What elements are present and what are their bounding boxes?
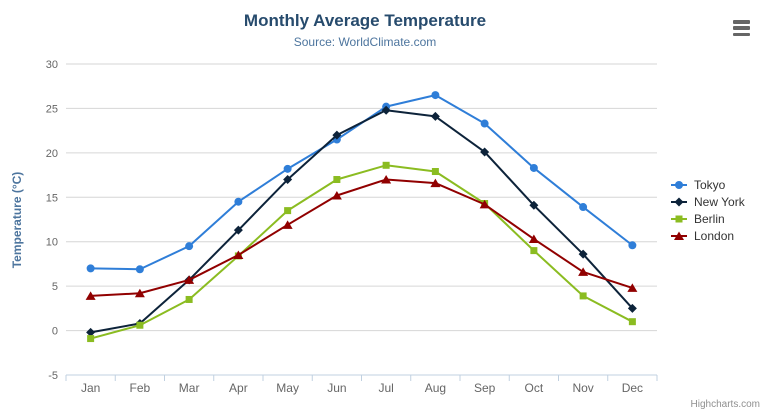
y-axis-label: 0	[52, 326, 58, 338]
legend-label: London	[694, 229, 735, 243]
data-point-new-york	[627, 303, 637, 313]
y-axis-label: 10	[46, 237, 58, 249]
data-point-new-york	[430, 111, 440, 121]
data-point-new-york	[381, 105, 391, 115]
data-point-berlin	[530, 247, 538, 255]
data-point-berlin	[431, 168, 439, 176]
data-point-london	[479, 199, 490, 209]
data-point-berlin	[185, 295, 193, 303]
data-point-london	[85, 291, 96, 300]
legend-item-new-york[interactable]: New York	[670, 194, 745, 210]
data-point-new-york	[578, 249, 588, 259]
chart-title: Monthly Average Temperature	[243, 11, 487, 30]
series-london[interactable]	[85, 175, 638, 300]
data-point-tokyo	[628, 241, 637, 250]
circle-legend-icon	[671, 181, 687, 189]
data-point-new-york	[233, 225, 243, 235]
data-point-tokyo	[480, 119, 489, 128]
legend-item-berlin[interactable]: Berlin	[670, 211, 745, 227]
data-point-tokyo	[431, 91, 440, 100]
data-point-new-york	[86, 327, 96, 337]
x-axis-label: Jan	[81, 381, 100, 395]
data-point-london	[430, 178, 441, 188]
data-point-london	[381, 175, 392, 184]
circle-marker-icon	[675, 181, 683, 189]
data-point-tokyo	[283, 164, 292, 173]
data-point-berlin	[136, 321, 144, 329]
series-line-berlin	[89, 164, 634, 340]
triangle-legend-icon	[671, 231, 687, 240]
x-axis-label: Nov	[572, 381, 593, 395]
y-axis-title: Temperature (°C)	[10, 171, 24, 269]
legend-label: Tokyo	[694, 178, 726, 192]
data-point-berlin	[284, 207, 292, 215]
square-legend-icon	[671, 215, 687, 223]
y-axis-label: 30	[46, 59, 58, 71]
data-point-london	[134, 288, 145, 298]
legend-label: Berlin	[694, 212, 725, 226]
y-axis-label: 5	[52, 281, 58, 293]
data-point-london	[282, 220, 293, 229]
x-axis-label: Jul	[378, 381, 393, 395]
data-point-new-york	[529, 200, 539, 210]
hamburger-icon	[733, 20, 750, 24]
square-marker-icon	[675, 215, 683, 223]
series-line-new-york	[89, 109, 634, 334]
y-axis-label: 20	[46, 148, 58, 160]
x-axis-label: Sep	[474, 381, 496, 395]
x-axis-label: Jun	[327, 381, 346, 395]
triangle-marker-icon	[674, 231, 684, 240]
data-point-london	[233, 250, 244, 260]
data-point-berlin	[333, 176, 341, 184]
legend: Tokyo New York Berlin London	[670, 177, 745, 244]
legend-item-london[interactable]: London	[670, 228, 745, 244]
series-line-london	[89, 178, 634, 297]
legend-item-tokyo[interactable]: Tokyo	[670, 177, 745, 193]
data-point-tokyo	[135, 265, 144, 274]
chart-subtitle: Source: WorldClimate.com	[293, 35, 437, 49]
data-point-london	[331, 191, 342, 200]
series-line-tokyo	[89, 94, 634, 271]
x-axis-label: Feb	[130, 381, 151, 395]
data-point-tokyo	[86, 264, 95, 273]
data-point-tokyo	[529, 163, 538, 172]
data-point-new-york	[480, 147, 490, 157]
series-tokyo[interactable]	[86, 91, 637, 274]
data-point-tokyo	[234, 197, 243, 206]
data-point-berlin	[628, 318, 636, 326]
x-axis-label: Oct	[525, 381, 544, 395]
x-axis-label: May	[276, 381, 299, 395]
hamburger-icon	[733, 26, 750, 30]
x-axis-label: Dec	[622, 381, 643, 395]
data-point-tokyo	[579, 203, 588, 212]
series-new-york[interactable]	[86, 105, 637, 337]
x-axis-label: Apr	[229, 381, 248, 395]
data-point-new-york	[332, 130, 342, 140]
data-point-berlin	[382, 161, 390, 169]
data-point-london	[578, 267, 589, 276]
y-axis-label: 15	[46, 192, 58, 204]
y-axis-label: -5	[48, 370, 58, 382]
data-point-berlin	[87, 335, 95, 343]
hamburger-icon	[733, 32, 750, 36]
context-menu-button[interactable]	[733, 20, 750, 36]
data-point-tokyo	[185, 242, 194, 251]
data-point-london	[627, 283, 638, 292]
data-point-london	[528, 234, 539, 244]
diamond-marker-icon	[674, 197, 684, 207]
data-point-new-york	[283, 175, 293, 185]
data-point-berlin	[579, 292, 587, 300]
data-point-london	[184, 275, 195, 284]
y-axis-label: 25	[46, 103, 58, 115]
legend-label: New York	[694, 195, 745, 209]
credits-link[interactable]: Highcharts.com	[690, 399, 760, 410]
diamond-legend-icon	[671, 197, 687, 207]
x-axis-label: Mar	[179, 381, 200, 395]
x-axis-label: Aug	[425, 381, 446, 395]
